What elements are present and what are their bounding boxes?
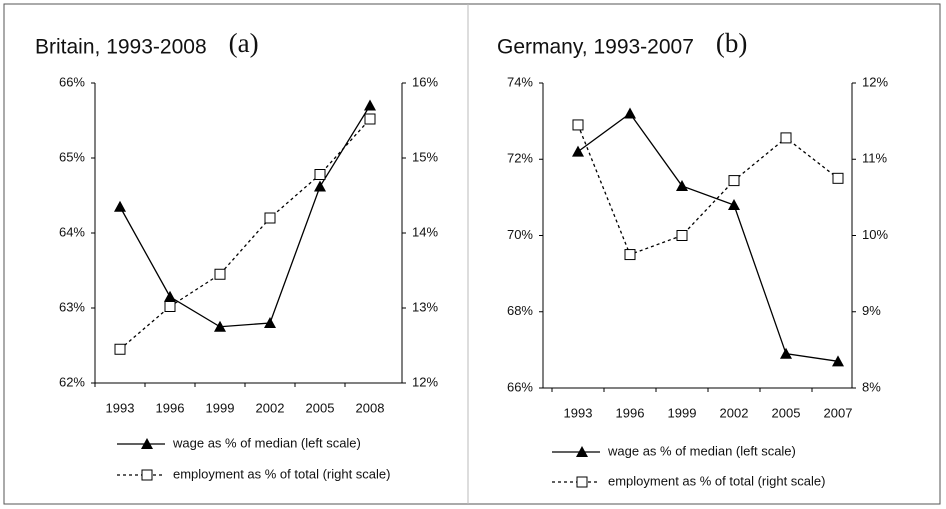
- point: [832, 172, 844, 184]
- point: [314, 180, 326, 192]
- point: [264, 317, 276, 328]
- point: [164, 290, 176, 302]
- y2-tick-label: 10%: [862, 227, 888, 242]
- legend-symbol: [576, 446, 588, 457]
- series-line: [577, 112, 839, 362]
- legend-symbol: [141, 469, 153, 481]
- point: [114, 343, 126, 355]
- x-tick-label: 2008: [356, 400, 385, 415]
- y-tick-label: 66%: [507, 379, 533, 394]
- point: [780, 347, 792, 359]
- y-tick-label: 62%: [59, 374, 85, 389]
- y-tick-label: 65%: [59, 149, 85, 164]
- point: [572, 119, 584, 131]
- point: [832, 355, 844, 367]
- y-tick-label: 64%: [59, 224, 85, 239]
- legend-symbol: [576, 476, 588, 488]
- x-tick-label: 1999: [206, 400, 235, 415]
- point: [264, 212, 276, 224]
- y2-tick-label: 12%: [862, 74, 888, 89]
- point: [314, 169, 326, 180]
- y2-tick-label: 8%: [862, 379, 881, 394]
- x-tick-label: 2002: [720, 405, 749, 420]
- y-tick-label: 70%: [507, 227, 533, 242]
- legend-label: wage as % of median (left scale): [607, 443, 796, 458]
- point: [572, 145, 584, 157]
- legend-symbol: [141, 438, 153, 449]
- y2-tick-label: 14%: [412, 224, 438, 239]
- series-line: [119, 105, 371, 328]
- point: [728, 175, 740, 187]
- chart-title: Germany, 1993-2007: [497, 36, 694, 59]
- y2-tick-label: 9%: [862, 303, 881, 318]
- x-tick-label: 2005: [772, 405, 801, 420]
- point: [676, 179, 688, 191]
- y2-tick-label: 15%: [412, 149, 438, 164]
- legend-label: employment as % of total (right scale): [173, 466, 390, 481]
- y-tick-label: 68%: [507, 303, 533, 318]
- point: [214, 320, 226, 332]
- panel-label: (b): [716, 28, 747, 58]
- chart-title: Britain, 1993-2008: [35, 36, 207, 59]
- series-line: [577, 124, 839, 256]
- point: [364, 99, 376, 111]
- x-tick-label: 1996: [616, 405, 645, 420]
- point: [164, 301, 176, 312]
- point: [780, 132, 792, 144]
- x-tick-label: 2007: [824, 405, 853, 420]
- y-tick-label: 66%: [59, 74, 85, 89]
- panel-label: (a): [229, 28, 259, 58]
- y2-tick-label: 13%: [412, 299, 438, 314]
- y2-tick-label: 12%: [412, 374, 438, 389]
- point: [114, 200, 126, 212]
- point: [728, 199, 740, 210]
- legend-label: employment as % of total (right scale): [608, 473, 825, 488]
- point: [214, 268, 226, 280]
- x-tick-label: 1996: [156, 400, 185, 415]
- series-line: [119, 118, 371, 350]
- x-tick-label: 1993: [564, 405, 593, 420]
- x-tick-label: 2002: [256, 400, 285, 415]
- y-tick-label: 63%: [59, 299, 85, 314]
- point: [364, 113, 376, 125]
- y2-tick-label: 11%: [862, 151, 887, 166]
- frame: [3, 3, 941, 505]
- x-tick-label: 2005: [306, 400, 335, 415]
- point: [624, 249, 636, 261]
- point: [624, 107, 636, 119]
- legend-label: wage as % of median (left scale): [172, 435, 361, 450]
- y-tick-label: 74%: [507, 74, 533, 89]
- x-tick-label: 1993: [106, 400, 135, 415]
- point: [676, 230, 688, 241]
- y2-tick-label: 16%: [412, 74, 438, 89]
- y-tick-label: 72%: [507, 151, 533, 166]
- x-tick-label: 1999: [668, 405, 697, 420]
